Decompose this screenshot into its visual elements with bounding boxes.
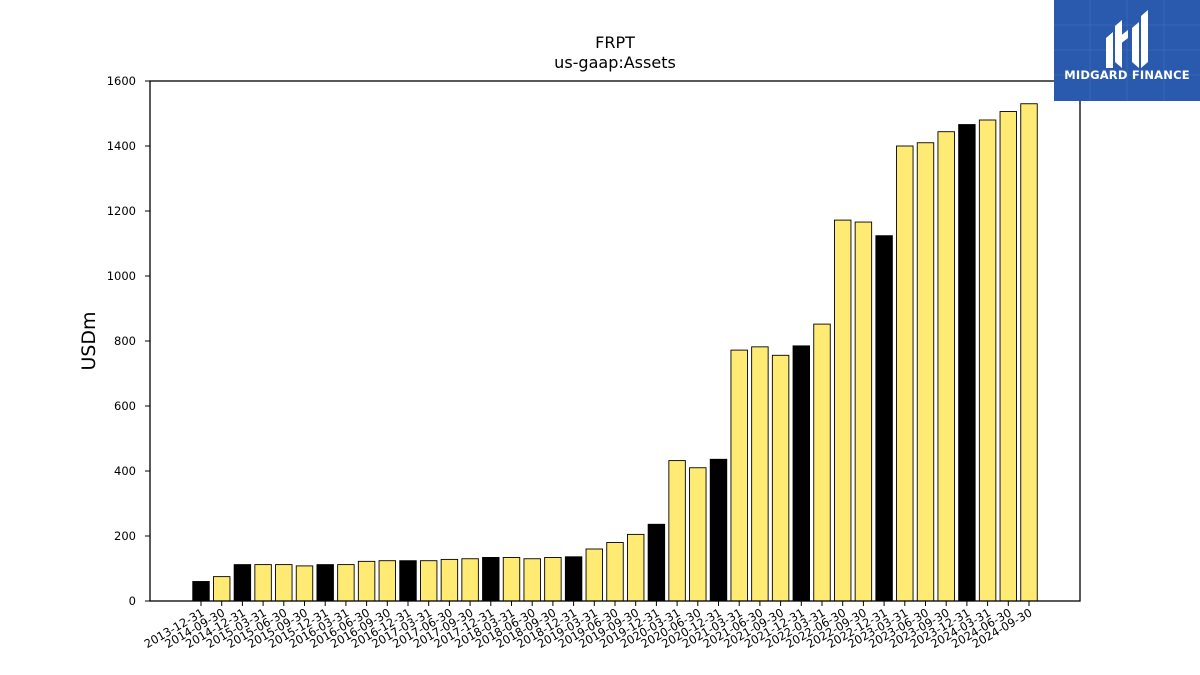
y-tick-label: 1600 (107, 74, 136, 88)
bar-2014-09-30 (212, 576, 231, 602)
plot-frame (149, 80, 1081, 602)
bar-2022-03-31 (813, 323, 831, 602)
midgard-finance-logo: MIDGARD FINANCE (1054, 0, 1200, 101)
y-tick-label: 0 (129, 594, 136, 608)
logo-panel (1054, 0, 1200, 101)
bar-2015-12-31 (316, 564, 334, 602)
bar-2022-09-30 (854, 221, 873, 602)
bar-2024-09-30 (1020, 103, 1038, 602)
bar-2013-12-31 (192, 581, 210, 602)
bar-2021-06-30 (751, 346, 769, 602)
bar-2020-06-30 (689, 467, 707, 602)
y-ticks-group: 0 200 400 600 800 1000 1200 1400 1600 (107, 74, 150, 608)
y-tick-label: 1200 (107, 204, 136, 218)
bar-2019-12-31 (647, 523, 666, 602)
bar-2016-03-31 (337, 564, 355, 602)
bar-2018-09-30 (544, 557, 562, 602)
bar-2020-12-31 (709, 458, 728, 602)
bar-2019-03-31 (585, 548, 603, 602)
bar-2024-03-31 (978, 119, 997, 602)
bar-2015-09-30 (295, 565, 314, 602)
bar-2015-03-31 (254, 564, 272, 602)
bar-2017-03-31 (420, 560, 438, 602)
bar-2014-12-31 (233, 564, 252, 602)
y-tick-label: 800 (114, 334, 136, 348)
bar-2018-03-31 (502, 557, 521, 602)
logo-mark-icon (1106, 10, 1148, 68)
bar-2023-09-30 (937, 131, 955, 602)
logo-background (1054, 0, 1200, 101)
bar-2016-06-30 (357, 560, 376, 602)
y-tick-label: 200 (114, 529, 136, 543)
bar-2018-12-31 (564, 556, 583, 602)
bar-2023-03-31 (896, 145, 914, 602)
bar-2023-12-31 (958, 124, 976, 602)
y-tick-label: 400 (114, 464, 136, 478)
bar-2017-06-30 (440, 558, 459, 602)
bar-2018-06-30 (523, 558, 541, 602)
y-tick-label: 600 (114, 399, 136, 413)
chart-title: FRPT (595, 33, 635, 52)
bar-2019-09-30 (627, 533, 645, 602)
bar-2016-09-30 (378, 560, 396, 602)
bar-2021-03-31 (730, 349, 748, 602)
bar-2015-06-30 (275, 564, 293, 602)
bars-group (192, 103, 1038, 602)
bar-2020-03-31 (668, 460, 686, 602)
bar-2023-06-30 (916, 142, 935, 602)
y-tick-label: 1400 (107, 139, 136, 153)
x-ticks-group: 2013-12-312014-09-302014-12-312015-03-31… (142, 601, 1035, 651)
chart-subtitle: us-gaap:Assets (554, 53, 676, 72)
bar-2021-09-30 (771, 354, 790, 602)
bar-2019-06-30 (606, 542, 624, 602)
logo-text: MIDGARD FINANCE (1064, 68, 1190, 82)
bar-2017-12-31 (482, 557, 500, 602)
y-tick-label: 1000 (107, 269, 136, 283)
bar-2022-06-30 (834, 219, 852, 602)
bar-2017-09-30 (461, 558, 479, 602)
bar-2021-12-31 (792, 345, 810, 602)
bar-2024-06-30 (999, 111, 1017, 602)
bar-2016-12-31 (399, 560, 417, 602)
y-axis-label: USDm (78, 311, 100, 370)
bar-2022-12-31 (875, 235, 893, 602)
